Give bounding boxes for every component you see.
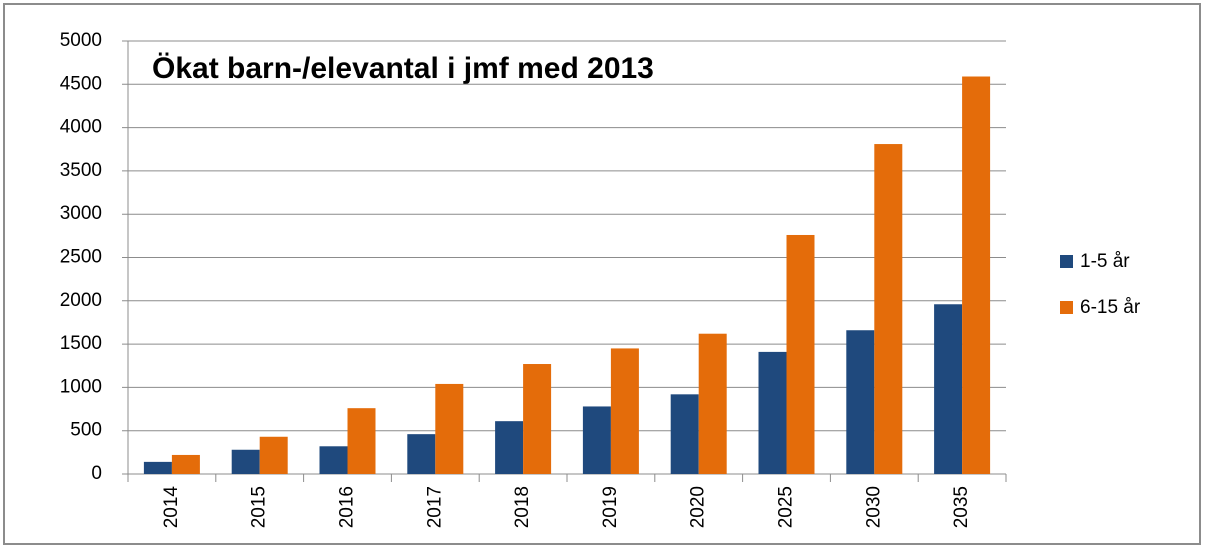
bar [231,449,260,474]
bar [523,364,552,474]
legend-swatch [1060,301,1073,314]
y-tick-label: 4000 [60,117,102,138]
bar [670,394,699,474]
x-tick-label: 2019 [600,486,621,528]
bar [698,333,727,474]
bar [143,461,172,474]
legend-label: 6-15 år [1080,297,1141,318]
bar [846,330,875,474]
y-tick-label: 0 [91,463,102,484]
bar [171,454,200,474]
bar [259,436,288,474]
bar [582,406,611,474]
y-tick-label: 1000 [60,376,102,397]
x-tick-label: 2035 [951,486,972,528]
bar [962,76,991,475]
y-tick-label: 500 [70,420,102,441]
x-tick-label: 2030 [863,486,884,528]
y-tick-label: 5000 [60,30,102,51]
x-tick-label: 2025 [776,486,797,528]
bar [495,421,524,474]
y-tick-label: 1500 [60,333,102,354]
bar [347,408,376,474]
x-tick-label: 2018 [512,486,533,528]
bar [934,304,963,474]
legend-swatch [1060,255,1073,268]
bar [319,446,348,474]
y-tick-label: 2000 [60,290,102,311]
y-tick-label: 3000 [60,203,102,224]
legend-label: 1-5 år [1080,251,1130,272]
chart-title: Ökat barn-/elevantal i jmf med 2013 [152,52,654,85]
x-tick-label: 2017 [424,486,445,528]
x-tick-label: 2014 [161,486,182,529]
y-tick-label: 3500 [60,160,102,181]
bar [610,348,639,474]
y-tick-label: 4500 [60,73,102,94]
bar [786,234,815,474]
bar [435,383,464,474]
y-tick-label: 2500 [60,247,102,268]
bar [874,144,903,474]
x-tick-label: 2015 [249,486,270,528]
bar [407,434,436,474]
bar [758,351,787,474]
x-tick-label: 2016 [337,486,358,528]
x-tick-label: 2020 [688,486,709,528]
